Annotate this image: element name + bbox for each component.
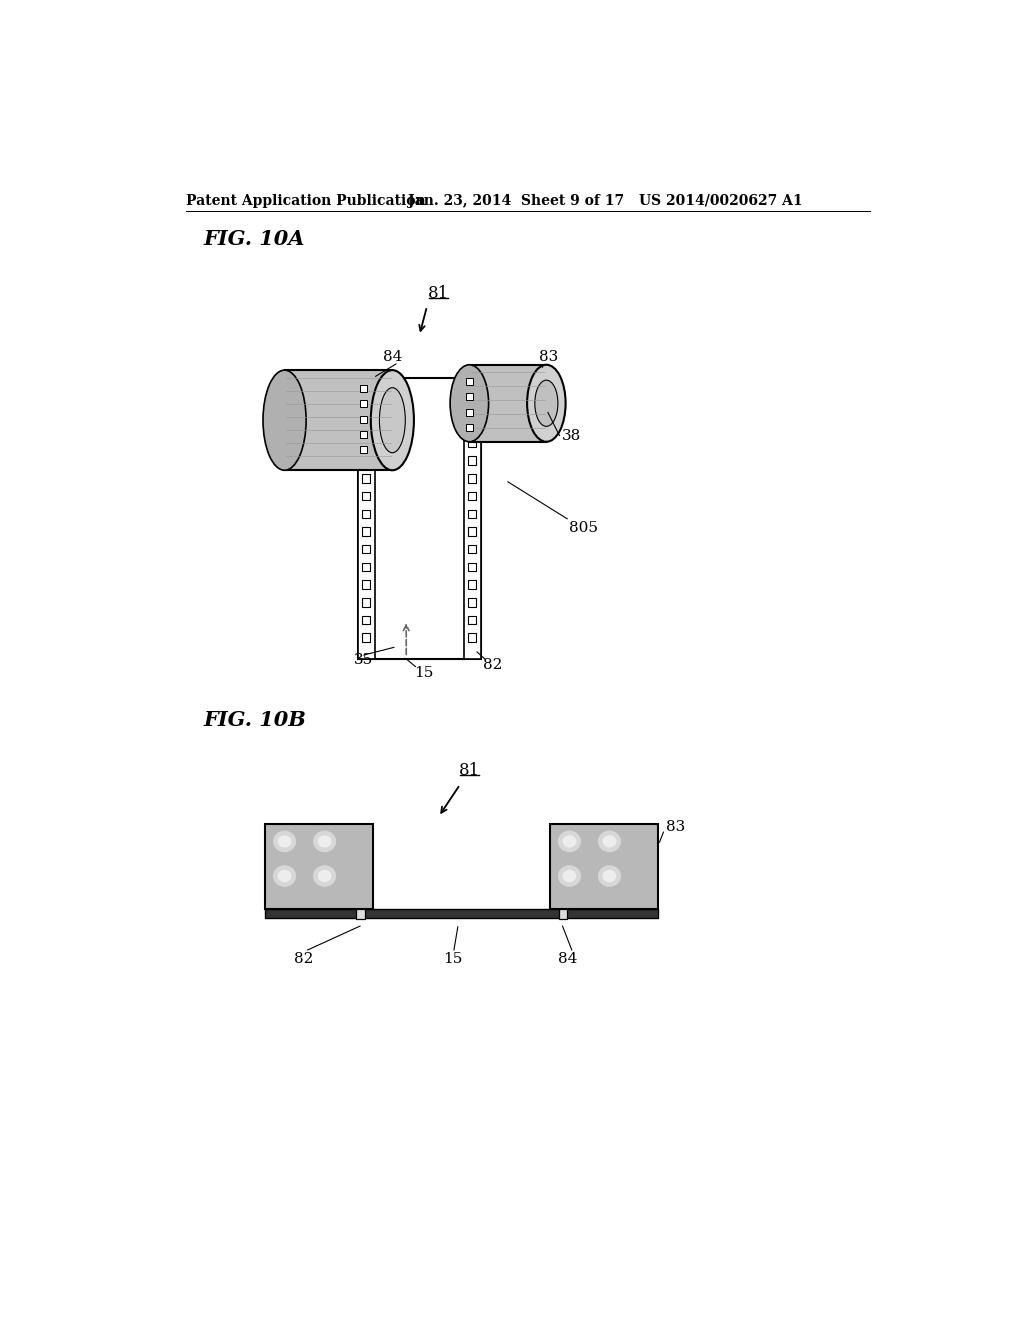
Bar (360, 385, 367, 392)
Bar (468, 457, 476, 465)
Ellipse shape (273, 866, 296, 887)
Text: 38: 38 (562, 429, 581, 442)
Bar (360, 416, 367, 422)
Text: 82: 82 (483, 659, 503, 672)
Text: FIG. 10A: FIG. 10A (204, 230, 305, 249)
Text: 15: 15 (442, 952, 462, 966)
Text: US 2014/0020627 A1: US 2014/0020627 A1 (639, 194, 803, 207)
Bar (466, 424, 473, 430)
Bar (361, 634, 370, 642)
Ellipse shape (558, 866, 581, 887)
Text: 83: 83 (539, 350, 558, 364)
Ellipse shape (380, 388, 406, 453)
Bar (468, 634, 476, 642)
Bar (361, 545, 370, 553)
Bar (468, 527, 476, 536)
Bar (361, 581, 370, 589)
Bar (357, 378, 375, 659)
Bar (285, 370, 392, 470)
Bar (466, 393, 473, 400)
Text: Jan. 23, 2014  Sheet 9 of 17: Jan. 23, 2014 Sheet 9 of 17 (408, 194, 624, 207)
Bar (468, 438, 476, 447)
Bar (468, 474, 476, 483)
Bar (468, 581, 476, 589)
Bar (361, 492, 370, 500)
Bar (361, 598, 370, 607)
Ellipse shape (317, 870, 332, 882)
Text: Patent Application Publication: Patent Application Publication (186, 194, 426, 207)
Ellipse shape (558, 830, 581, 853)
Ellipse shape (535, 380, 558, 426)
Ellipse shape (273, 830, 296, 853)
Bar (468, 492, 476, 500)
Bar (265, 825, 373, 909)
Bar (361, 474, 370, 483)
Bar (265, 909, 658, 919)
Bar (361, 510, 370, 517)
Text: 81: 81 (428, 285, 450, 302)
Ellipse shape (313, 830, 336, 853)
Bar (468, 404, 476, 412)
Text: 15: 15 (414, 665, 433, 680)
Bar (361, 421, 370, 429)
Text: 81: 81 (459, 762, 480, 779)
Bar (466, 378, 473, 385)
Ellipse shape (371, 370, 414, 470)
Bar (468, 545, 476, 553)
Bar (361, 457, 370, 465)
Text: 84: 84 (558, 952, 578, 966)
Bar (468, 385, 476, 395)
Bar (361, 404, 370, 412)
Bar (360, 432, 367, 438)
Bar (361, 385, 370, 395)
Text: 82: 82 (294, 952, 313, 966)
Ellipse shape (598, 830, 621, 853)
Bar (468, 615, 476, 624)
Bar (360, 400, 367, 407)
Bar (361, 615, 370, 624)
Ellipse shape (527, 364, 565, 442)
Text: 83: 83 (666, 820, 685, 834)
Ellipse shape (278, 870, 292, 882)
Ellipse shape (602, 836, 616, 847)
Ellipse shape (562, 836, 577, 847)
Bar (468, 510, 476, 517)
Ellipse shape (562, 870, 577, 882)
Text: 84: 84 (383, 350, 402, 364)
Ellipse shape (598, 866, 621, 887)
Ellipse shape (263, 370, 306, 470)
Ellipse shape (602, 870, 616, 882)
Text: 805: 805 (569, 521, 598, 535)
Ellipse shape (317, 836, 332, 847)
Bar (469, 364, 547, 442)
Bar (356, 909, 365, 919)
Bar (464, 378, 481, 659)
Ellipse shape (451, 364, 488, 442)
Bar (466, 409, 473, 416)
Bar (361, 438, 370, 447)
Bar (360, 446, 367, 453)
Bar (468, 598, 476, 607)
Bar (361, 527, 370, 536)
Bar (550, 825, 658, 909)
Ellipse shape (278, 836, 292, 847)
Text: FIG. 10B: FIG. 10B (204, 710, 306, 730)
Bar (559, 909, 567, 919)
Bar (468, 421, 476, 429)
Text: 35: 35 (354, 653, 373, 668)
Bar (361, 562, 370, 572)
Ellipse shape (313, 866, 336, 887)
Bar (357, 378, 481, 659)
Bar (468, 562, 476, 572)
